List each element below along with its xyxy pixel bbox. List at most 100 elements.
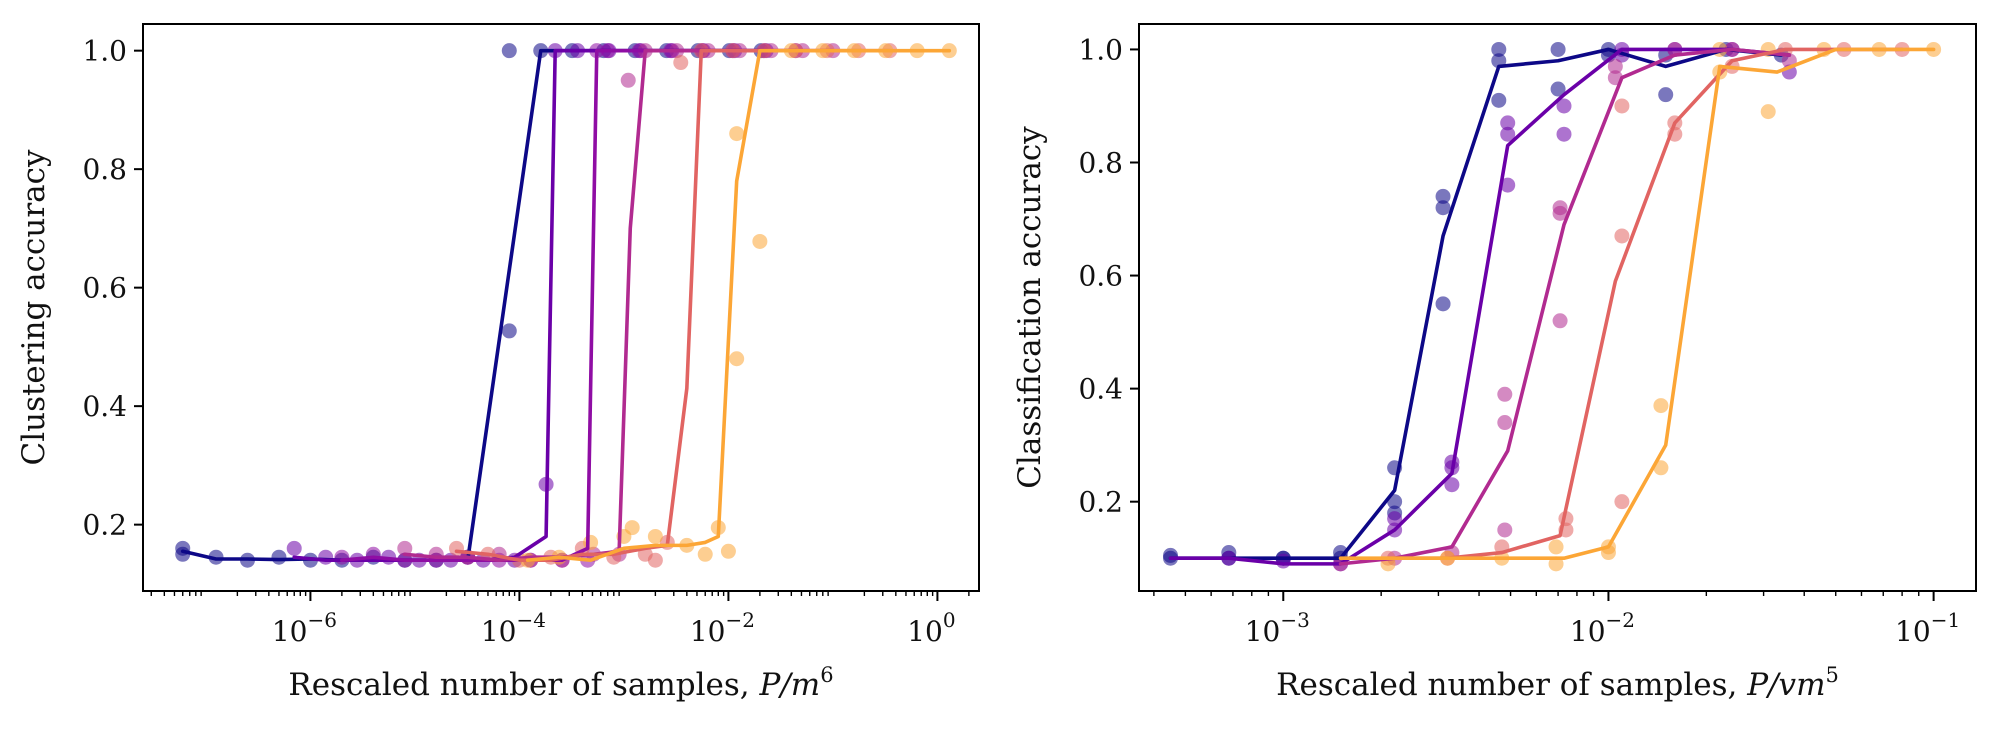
x-axis-label: Rescaled number of samples, P/m6	[288, 663, 833, 703]
data-point	[1548, 556, 1564, 572]
y-tick-label: 1.0	[82, 35, 127, 68]
data-point	[1614, 228, 1630, 244]
data-point	[1653, 398, 1669, 414]
data-point	[1552, 205, 1568, 221]
data-point	[1552, 313, 1568, 329]
x-tick-base: 10	[907, 615, 943, 648]
series-line-4	[454, 48, 892, 562]
data-point	[1435, 200, 1451, 216]
axes-frame	[142, 23, 980, 592]
series-2	[1333, 41, 1797, 572]
data-point	[1556, 126, 1572, 142]
x-tick-exponent: −2	[725, 608, 754, 632]
data-point	[1497, 415, 1513, 431]
y-axis-label: Clustering accuracy	[16, 149, 52, 466]
x-axis-label-text: Rescaled number of samples,	[1276, 667, 1747, 703]
data-point	[397, 540, 413, 556]
y-tick-label: 0.8	[82, 153, 127, 186]
data-point	[1760, 104, 1776, 120]
x-axis-label-exponent: 6	[820, 663, 833, 687]
series-line-2	[1338, 47, 1792, 566]
series-line-0	[1168, 47, 1784, 561]
data-point	[720, 543, 736, 559]
x-axis-label-variable: P/m	[759, 667, 821, 703]
series-2	[334, 43, 804, 568]
x-tick-exponent: −3	[1280, 608, 1309, 632]
series-0	[175, 43, 769, 568]
data-point	[318, 549, 334, 565]
data-point	[334, 549, 350, 565]
series-line-2	[340, 48, 798, 562]
data-point	[1435, 188, 1451, 204]
y-tick-label: 0.4	[1078, 373, 1123, 406]
data-point	[673, 55, 689, 71]
data-point	[752, 233, 768, 249]
x-tick-label: 10−6	[272, 608, 337, 648]
data-point	[1607, 58, 1623, 74]
y-axis-label: Classification accuracy	[1012, 126, 1048, 489]
y-tick-label: 0.6	[82, 272, 127, 305]
data-point	[1491, 92, 1507, 108]
x-tick-label: 10−1	[1895, 608, 1960, 648]
x-axis-label-variable: P/vm	[1746, 667, 1825, 703]
x-tick-exponent: 0	[943, 608, 956, 632]
x-axis-label-text: Rescaled number of samples,	[288, 667, 759, 703]
x-tick-base: 10	[690, 615, 726, 648]
data-point	[1614, 98, 1630, 114]
data-point	[501, 43, 517, 59]
series-3	[397, 43, 841, 568]
data-point	[1658, 87, 1674, 103]
data-point	[1500, 115, 1516, 131]
data-point	[1500, 177, 1516, 193]
series-5	[520, 43, 957, 568]
classification-accuracy-panel: 0.2 0.4 0.6 0.8 1.0 10−3 10 −2 10−1 Rescaled numb…	[1012, 23, 1977, 703]
y-tick-label: 0.8	[1078, 146, 1123, 179]
data-point	[1497, 522, 1513, 538]
data-point	[1548, 539, 1564, 555]
x-axis-label-exponent: 5	[1825, 663, 1838, 687]
data-point	[1491, 41, 1507, 57]
x-axis-label: Rescaled number of samples, P/vm5	[1276, 663, 1839, 703]
x-tick-label: 10−4	[481, 608, 546, 648]
data-point	[1550, 41, 1566, 57]
series-4	[1380, 41, 1942, 572]
x-tick-exponent: −4	[516, 608, 545, 632]
y-tick-label: 0.4	[82, 390, 127, 423]
x-tick-label: 100	[907, 608, 955, 648]
data-point	[620, 72, 636, 88]
data-point	[1497, 386, 1513, 402]
data-point	[286, 540, 302, 556]
data-point	[1550, 81, 1566, 97]
data-point	[1614, 494, 1630, 510]
data-point	[1653, 460, 1669, 476]
data-point	[624, 520, 640, 536]
x-tick-exponent: −1	[1931, 608, 1960, 632]
data-point	[1500, 126, 1516, 142]
data-point	[1163, 547, 1179, 563]
series-line-3	[402, 48, 835, 562]
series-line-1	[1168, 47, 1792, 566]
data-point	[501, 323, 517, 339]
x-tick-label: 10−3	[1245, 608, 1310, 648]
series-0	[1163, 41, 1789, 566]
y-tick-label: 0.2	[82, 509, 127, 542]
x-tick-base: 10	[1895, 615, 1931, 648]
x-tick-base: 10	[272, 615, 308, 648]
data-point	[1275, 553, 1291, 569]
series-line-5	[525, 48, 952, 562]
series-3	[1380, 41, 1910, 566]
data-point	[729, 126, 745, 142]
plot-data	[1163, 41, 1942, 572]
data-point	[1444, 477, 1460, 493]
y-tick-label: 0.2	[1078, 486, 1123, 519]
data-point	[647, 552, 663, 568]
x-tick-base: 10	[481, 615, 517, 648]
y-tick-label: 0.6	[1078, 260, 1123, 293]
y-tick-label: 1.0	[1078, 33, 1123, 66]
x-tick-exponent: −2	[1606, 608, 1635, 632]
data-point	[271, 549, 287, 565]
data-point	[1435, 296, 1451, 312]
data-point	[1387, 511, 1403, 527]
